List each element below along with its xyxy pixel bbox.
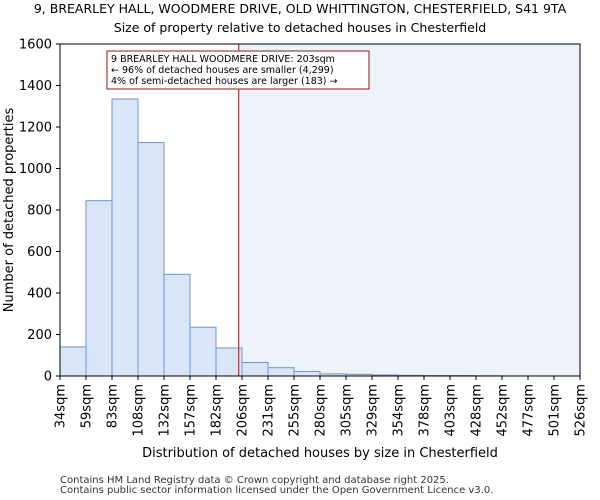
annotation-line-3: 4% of semi-detached houses are larger (1…: [111, 76, 338, 87]
y-tick-label: 1000: [19, 162, 52, 177]
x-tick-label: 182sqm: [210, 384, 225, 437]
highlight-region: [238, 44, 580, 376]
x-tick-label: 354sqm: [392, 384, 407, 437]
x-tick-label: 132sqm: [158, 384, 173, 437]
bar-108sqm: [137, 142, 165, 377]
x-tick-label: 501sqm: [548, 384, 563, 437]
bar-231sqm: [267, 367, 295, 377]
y-tick-label: 0: [44, 370, 52, 385]
x-tick-label: 329sqm: [366, 384, 381, 437]
x-tick-label: 452sqm: [496, 384, 511, 437]
x-tick-label: 305sqm: [340, 384, 355, 437]
y-tick-label: 600: [27, 245, 52, 260]
y-axis-label: Number of detached properties: [2, 108, 17, 313]
y-tick-label: 200: [27, 328, 52, 343]
bar-59sqm: [85, 200, 113, 377]
x-tick-label: 231sqm: [262, 384, 277, 437]
y-tick-label: 400: [27, 287, 52, 302]
chart-title: 9, BREARLEY HALL, WOODMERE DRIVE, OLD WH…: [33, 1, 567, 16]
y-tick-label: 1200: [19, 121, 52, 136]
x-tick-label: 108sqm: [132, 384, 147, 437]
bar-182sqm: [215, 347, 243, 377]
x-tick-label: 34sqm: [54, 384, 69, 428]
bar-83sqm: [111, 98, 139, 377]
x-tick-label: 378sqm: [418, 384, 433, 437]
bar-157sqm: [189, 326, 217, 377]
annotation-box: [106, 50, 370, 90]
x-tick-label: 157sqm: [184, 384, 199, 437]
footer-copyright: Contains HM Land Registry data © Crown c…: [60, 475, 449, 486]
x-tick-label: 526sqm: [574, 384, 589, 437]
x-tick-label: 477sqm: [522, 384, 537, 437]
bar-255sqm: [293, 370, 321, 377]
annotation-line-1: 9 BREARLEY HALL WOODMERE DRIVE: 203sqm: [111, 54, 335, 65]
footer-licence: Contains public sector information licen…: [60, 485, 494, 496]
x-tick-label: 280sqm: [314, 384, 329, 437]
x-axis-label: Distribution of detached houses by size …: [142, 446, 498, 461]
x-tick-label: 403sqm: [444, 384, 459, 437]
x-tick-label: 255sqm: [288, 384, 303, 437]
bar-132sqm: [163, 273, 191, 377]
x-tick-label: 83sqm: [106, 384, 121, 428]
bar-206sqm: [241, 362, 269, 377]
bar-34sqm: [59, 346, 87, 377]
y-tick-label: 800: [27, 204, 52, 219]
x-tick-label: 59sqm: [80, 384, 95, 428]
chart-subtitle: Size of property relative to detached ho…: [113, 20, 487, 35]
y-tick-label: 1400: [19, 79, 52, 94]
x-tick-label: 428sqm: [470, 384, 485, 437]
y-tick-label: 1600: [19, 38, 52, 53]
x-tick-label: 206sqm: [236, 384, 251, 437]
annotation-line-2: ← 96% of detached houses are smaller (4,…: [111, 65, 334, 76]
